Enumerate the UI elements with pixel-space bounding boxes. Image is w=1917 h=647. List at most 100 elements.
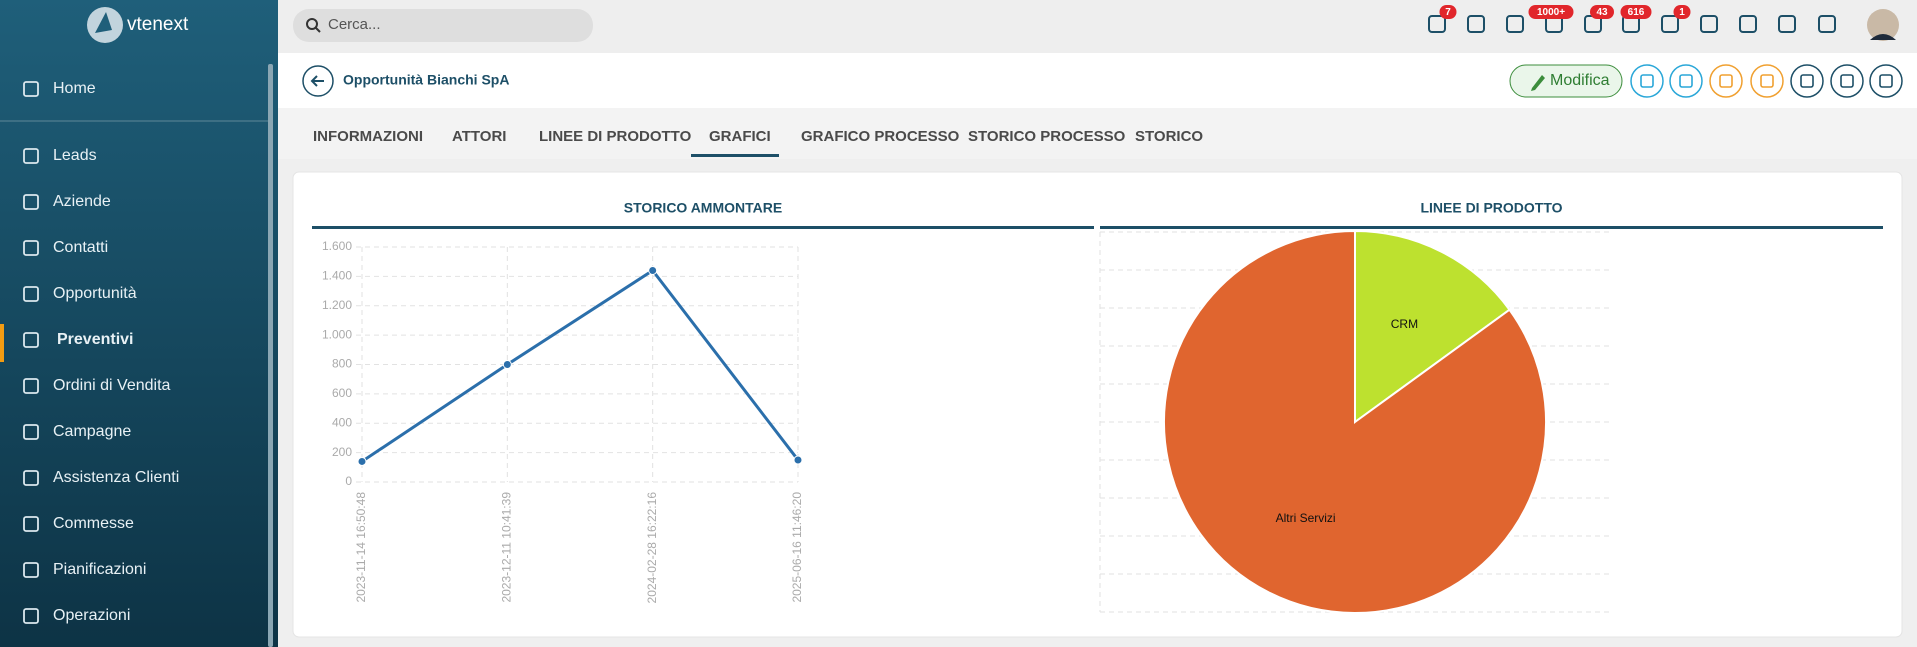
nav-icon bbox=[23, 378, 39, 394]
x-tick-label: 2025-06-16 11:46:20 bbox=[790, 492, 804, 603]
action-icon bbox=[1840, 74, 1854, 88]
nav-label: Leads bbox=[53, 147, 97, 164]
toolbar-icon[interactable] bbox=[1778, 15, 1796, 33]
avatar-body bbox=[1870, 34, 1896, 40]
nav-item[interactable]: Ordini di Vendita bbox=[23, 377, 171, 394]
search-icon bbox=[315, 27, 321, 33]
toolbar-icon[interactable] bbox=[1467, 15, 1485, 33]
nav-item[interactable]: Contatti bbox=[23, 239, 108, 256]
nav-icon bbox=[23, 148, 39, 164]
tab[interactable]: GRAFICO PROCESSO bbox=[801, 128, 960, 145]
action-icon bbox=[1800, 74, 1814, 88]
action-button[interactable] bbox=[1869, 64, 1903, 98]
nav-item[interactable]: Opportunità bbox=[23, 285, 137, 302]
toolbar-icon[interactable] bbox=[1700, 15, 1718, 33]
nav-icon bbox=[23, 608, 39, 624]
action-icon bbox=[1760, 74, 1774, 88]
top-icons: 7 1000+ 43 616 1 bbox=[1428, 5, 1836, 33]
nav-label: Assistenza Clienti bbox=[53, 469, 179, 486]
search-icon bbox=[306, 18, 318, 30]
badge bbox=[1590, 5, 1614, 19]
nav-icon bbox=[23, 286, 39, 302]
nav-item[interactable]: Commesse bbox=[23, 515, 134, 532]
action-button[interactable] bbox=[1830, 64, 1864, 98]
slice-label: Altri Servizi bbox=[1276, 511, 1336, 525]
y-tick-label: 600 bbox=[332, 386, 352, 400]
nav-item[interactable]: Leads bbox=[23, 147, 97, 164]
nav-icon bbox=[23, 424, 39, 440]
badge bbox=[1439, 5, 1457, 19]
y-tick-label: 0 bbox=[345, 474, 352, 488]
tab[interactable]: LINEE DI PRODOTTO bbox=[539, 128, 692, 145]
x-tick-label: 2024-02-28 16:22:16 bbox=[645, 492, 659, 604]
nav-label: Operazioni bbox=[53, 607, 130, 624]
tab[interactable]: INFORMAZIONI bbox=[313, 128, 423, 145]
slice-label: CRM bbox=[1391, 317, 1418, 331]
nav-icon bbox=[23, 240, 39, 256]
nav-icon bbox=[23, 470, 39, 486]
tab[interactable]: STORICO bbox=[1135, 128, 1203, 145]
toolbar-icon[interactable] bbox=[1428, 15, 1446, 33]
action-icon bbox=[1640, 74, 1654, 88]
pie-slice bbox=[1163, 229, 1547, 614]
badge bbox=[1673, 5, 1691, 19]
tab-underline bbox=[691, 154, 779, 157]
action-button[interactable] bbox=[1790, 64, 1824, 98]
action-buttons bbox=[1630, 64, 1903, 98]
badge-count: 616 bbox=[1628, 7, 1645, 18]
point bbox=[648, 266, 658, 275]
charts: STORICO AMMONTARE 0 200 400 600 800 1.000 1.200… bbox=[312, 200, 1883, 614]
nav-icon bbox=[23, 194, 39, 210]
nav-item[interactable]: Operazioni bbox=[23, 607, 130, 624]
nav-label: Contatti bbox=[53, 239, 108, 256]
search-box[interactable] bbox=[293, 9, 593, 42]
active-indicator bbox=[0, 324, 4, 362]
action-icon bbox=[1719, 74, 1733, 88]
nav-label: Opportunità bbox=[53, 285, 137, 302]
nav-icon bbox=[23, 516, 39, 532]
toolbar-icon[interactable] bbox=[1661, 15, 1679, 33]
nav-item[interactable]: Preventivi bbox=[23, 331, 133, 348]
x-tick-label: 2023-11-14 16:50:48 bbox=[354, 492, 368, 603]
action-icon bbox=[1679, 74, 1693, 88]
badge-count: 43 bbox=[1596, 7, 1608, 18]
nav-label: Campagne bbox=[53, 423, 131, 440]
nav-label: Preventivi bbox=[57, 331, 133, 348]
edit-icon bbox=[1531, 75, 1545, 91]
toolbar-icon[interactable] bbox=[1818, 15, 1836, 33]
toolbar-icon[interactable] bbox=[1739, 15, 1757, 33]
scrollbar[interactable] bbox=[268, 64, 273, 647]
nav-item[interactable]: Aziende bbox=[23, 193, 111, 210]
nav-icon bbox=[23, 562, 39, 578]
nav-label: Aziende bbox=[53, 193, 111, 210]
nav-label: Ordini di Vendita bbox=[53, 377, 171, 394]
action-button[interactable] bbox=[1630, 64, 1664, 98]
point bbox=[357, 456, 367, 466]
tab[interactable]: GRAFICI bbox=[709, 128, 771, 145]
chart-title-rule bbox=[1100, 226, 1883, 229]
tab[interactable]: STORICO PROCESSO bbox=[968, 128, 1126, 145]
nav-item[interactable]: Home bbox=[23, 80, 96, 97]
edit-button-label: Modifica bbox=[1550, 72, 1610, 89]
nav-icon bbox=[23, 81, 39, 97]
toolbar-icon[interactable] bbox=[1506, 15, 1524, 33]
y-tick-label: 1.000 bbox=[322, 327, 352, 341]
y-tick-label: 800 bbox=[332, 357, 352, 371]
action-button[interactable] bbox=[1709, 64, 1743, 98]
nav-item[interactable]: Pianificazioni bbox=[23, 561, 146, 578]
nav-item[interactable]: Assistenza Clienti bbox=[23, 469, 179, 486]
y-tick-label: 1.600 bbox=[322, 239, 352, 253]
y-tick-label: 200 bbox=[332, 445, 352, 459]
action-button[interactable] bbox=[1669, 64, 1703, 98]
edit-button[interactable] bbox=[1509, 64, 1623, 98]
nav-item[interactable]: Campagne bbox=[23, 423, 131, 440]
x-tick-label: 2023-12-11 10:41:39 bbox=[500, 492, 514, 603]
action-button[interactable] bbox=[1750, 64, 1784, 98]
y-tick-label: 1.200 bbox=[322, 298, 352, 312]
search-placeholder: Cerca... bbox=[328, 16, 381, 33]
avatar[interactable] bbox=[1867, 9, 1899, 41]
badge-count: 7 bbox=[1445, 7, 1451, 18]
tab[interactable]: ATTORI bbox=[452, 128, 506, 145]
y-tick-label: 1.400 bbox=[322, 269, 352, 283]
